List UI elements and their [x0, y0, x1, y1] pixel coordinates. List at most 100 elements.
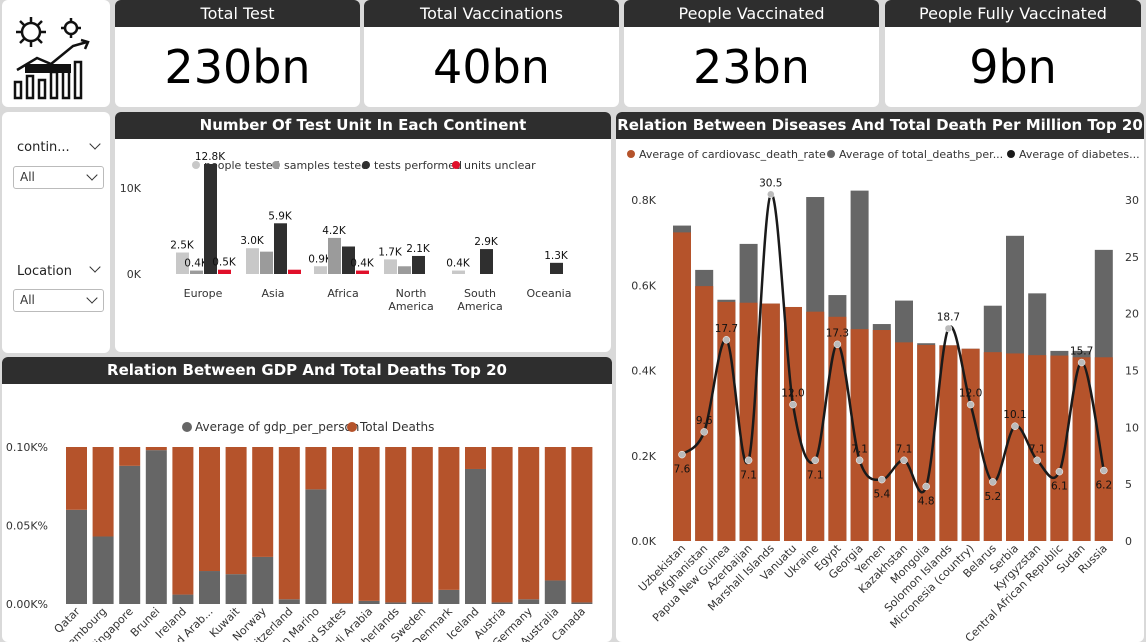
chevron-down-icon[interactable] — [89, 138, 101, 150]
data-label: 3.0K — [240, 235, 265, 247]
bar — [1028, 355, 1047, 541]
bar — [828, 316, 847, 541]
bar — [176, 252, 189, 274]
chart-title: Number Of Test Unit In Each Continent — [115, 112, 611, 139]
legend-label: units unclear — [464, 159, 536, 172]
bar — [491, 447, 513, 603]
kpi-value: 9bn — [969, 40, 1057, 94]
data-label: 5.9K — [268, 210, 293, 222]
bar — [218, 269, 231, 274]
gdp-deaths-chart-card: Relation Between GDP And Total Deaths To… — [2, 357, 612, 642]
data-label: 0.4K — [350, 258, 375, 270]
bar — [225, 574, 247, 604]
data-label: 1.7K — [378, 246, 403, 258]
data-label: 6.2 — [1095, 480, 1112, 492]
continent-dropdown[interactable]: All — [13, 166, 104, 189]
bar — [398, 266, 411, 274]
data-label: 12.8K — [195, 151, 226, 163]
bar — [480, 249, 493, 274]
bar — [385, 602, 407, 604]
line-point — [744, 456, 753, 465]
data-label: 7.6 — [674, 464, 691, 476]
bar — [278, 599, 300, 604]
diseases-death-chart-card: Relation Between Diseases And Total Deat… — [616, 112, 1144, 642]
legend-label: people tested — [204, 159, 280, 172]
bar — [571, 602, 593, 604]
bar — [278, 447, 300, 600]
bar — [850, 329, 869, 541]
data-label: 2.1K — [406, 243, 431, 255]
line-point — [1011, 422, 1019, 430]
y-tick-label-right: 0 — [1125, 535, 1132, 548]
bar — [411, 602, 433, 604]
kpi-card-total-vaccinations: Total Vaccinations 40bn — [364, 0, 619, 107]
chevron-down-icon[interactable] — [89, 261, 101, 273]
y-tick-label: 0.0K — [631, 535, 656, 548]
kpi-value: 230bn — [164, 40, 311, 94]
data-label: 4.8 — [918, 495, 935, 507]
data-label: 12.0 — [959, 388, 982, 400]
data-label: 30.5 — [759, 177, 782, 189]
y-tick-label: 0.6K — [631, 279, 656, 292]
legend-label: Average of cardiovasc_death_rate — [639, 148, 826, 161]
data-label: 0.9K — [308, 253, 333, 265]
x-tick-label: South — [464, 287, 496, 300]
test-unit-chart-card: Number Of Test Unit In Each Continent pe… — [115, 112, 611, 352]
bar — [491, 602, 513, 604]
logo-card — [2, 0, 110, 107]
y-tick-label: 0.4K — [631, 365, 656, 378]
legend-marker — [347, 422, 357, 432]
bar — [438, 589, 460, 604]
kpi-title: People Vaccinated — [624, 0, 879, 27]
bar — [1094, 357, 1113, 541]
bar — [66, 509, 87, 604]
bar — [1050, 355, 1069, 541]
bar — [342, 246, 355, 274]
bar — [66, 447, 87, 510]
bar — [1072, 357, 1091, 541]
bar — [1006, 353, 1024, 541]
bar — [673, 232, 691, 541]
bar — [385, 447, 407, 603]
data-label: 2.9K — [474, 236, 499, 248]
data-label: 0.4K — [184, 258, 209, 270]
kpi-title: Total Vaccinations — [364, 0, 619, 27]
bar — [452, 270, 465, 274]
x-tick-label: Asia — [261, 287, 284, 300]
line-point — [878, 475, 886, 484]
bar — [411, 447, 433, 603]
chart-title: Relation Between Diseases And Total Deat… — [616, 112, 1144, 139]
legend-marker — [627, 150, 635, 158]
x-tick-label: America — [388, 300, 433, 313]
bar — [465, 468, 486, 604]
chevron-down-icon — [86, 169, 98, 181]
x-tick-label: Europe — [184, 287, 223, 300]
bar — [119, 447, 141, 466]
y-tick-label-right: 5 — [1125, 478, 1132, 491]
y-tick-label: 0.00K% — [6, 598, 48, 611]
bar — [92, 536, 114, 604]
line-point — [678, 450, 686, 459]
line-point — [767, 190, 775, 199]
bar — [190, 270, 203, 274]
bar — [806, 311, 825, 541]
bar — [518, 447, 540, 600]
y-tick-label-right: 30 — [1125, 194, 1139, 207]
data-label: 4.2K — [322, 225, 347, 237]
bar — [274, 223, 287, 274]
y-tick-label: 0.10K% — [6, 441, 48, 454]
bar — [465, 447, 486, 469]
line-point — [944, 324, 953, 333]
slicer-panel: contin... All Location All — [2, 112, 110, 353]
location-dropdown[interactable]: All — [13, 289, 104, 312]
bar — [172, 594, 194, 604]
bar — [438, 447, 460, 590]
legend-label: Total Deaths — [359, 420, 434, 434]
y-tick-label: 0.2K — [631, 450, 656, 463]
bar — [204, 164, 217, 274]
bar — [571, 447, 593, 603]
kpi-card-people-vaccinated: People Vaccinated 23bn — [624, 0, 879, 107]
bar — [384, 259, 397, 274]
data-label: 12.0 — [781, 388, 804, 400]
bar — [288, 269, 301, 274]
